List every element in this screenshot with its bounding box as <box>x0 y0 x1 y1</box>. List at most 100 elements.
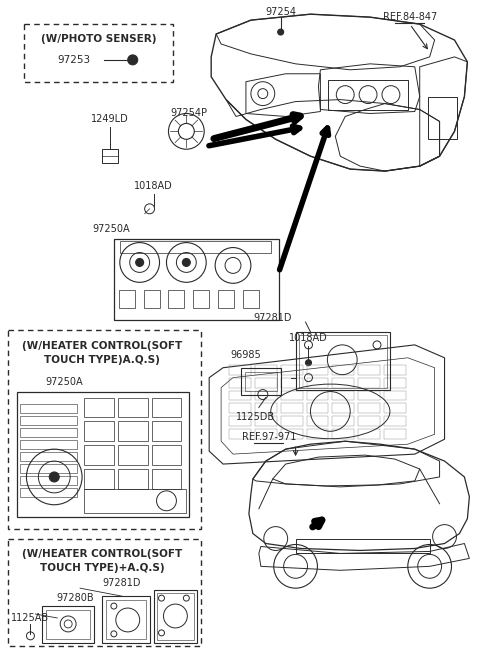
Bar <box>384 378 406 388</box>
Bar <box>229 417 251 426</box>
Bar <box>229 403 251 413</box>
Bar <box>307 429 328 440</box>
Circle shape <box>305 360 312 365</box>
Bar <box>241 367 281 394</box>
Bar <box>384 365 406 375</box>
Bar <box>332 429 354 440</box>
Text: 1125DB: 1125DB <box>236 413 276 422</box>
Text: 97254P: 97254P <box>171 109 208 119</box>
Bar <box>46 610 90 639</box>
Bar <box>152 469 181 489</box>
Text: 97281D: 97281D <box>253 313 292 323</box>
Text: 1125AB: 1125AB <box>12 613 49 623</box>
Text: REF.84-847: REF.84-847 <box>383 12 437 22</box>
Bar <box>281 403 302 413</box>
Bar <box>156 593 194 640</box>
Bar <box>21 405 77 413</box>
Bar <box>84 398 114 417</box>
Bar <box>281 429 302 440</box>
Bar <box>21 476 77 485</box>
Bar <box>152 445 181 465</box>
Bar <box>21 440 77 449</box>
Text: 97280B: 97280B <box>56 593 94 603</box>
Bar <box>307 417 328 426</box>
Bar <box>307 365 328 375</box>
Bar <box>384 429 406 440</box>
Bar <box>21 464 77 473</box>
Circle shape <box>49 472 59 482</box>
Text: 97253: 97253 <box>58 55 91 65</box>
Bar <box>358 429 380 440</box>
Bar <box>255 378 276 388</box>
Bar <box>328 80 408 109</box>
Bar <box>84 469 114 489</box>
Bar <box>332 417 354 426</box>
Bar <box>84 421 114 441</box>
Bar <box>307 390 328 400</box>
Bar <box>168 290 184 308</box>
Bar <box>299 335 387 388</box>
Bar <box>358 390 380 400</box>
Text: (W/HEATER CONTROL(SOFT: (W/HEATER CONTROL(SOFT <box>22 341 182 351</box>
Bar <box>384 417 406 426</box>
Bar <box>358 365 380 375</box>
Circle shape <box>278 29 284 35</box>
Bar <box>21 428 77 438</box>
Bar <box>384 403 406 413</box>
Bar <box>332 390 354 400</box>
Bar <box>102 596 150 643</box>
Bar <box>106 600 145 639</box>
Bar <box>245 371 276 390</box>
Bar <box>243 290 259 308</box>
Bar <box>84 489 186 513</box>
Bar <box>8 330 201 529</box>
Bar <box>24 24 173 82</box>
Circle shape <box>182 259 190 267</box>
Bar <box>255 390 276 400</box>
Bar <box>428 96 457 140</box>
Text: TOUCH TYPE)A.Q.S): TOUCH TYPE)A.Q.S) <box>44 355 160 365</box>
Bar <box>218 290 234 308</box>
Text: (W/PHOTO SENSER): (W/PHOTO SENSER) <box>41 34 156 44</box>
Bar <box>119 290 135 308</box>
Bar <box>281 417 302 426</box>
Bar <box>154 590 197 643</box>
Circle shape <box>128 55 138 65</box>
Bar <box>281 390 302 400</box>
Bar <box>307 403 328 413</box>
Circle shape <box>136 259 144 267</box>
Bar <box>358 417 380 426</box>
Text: 1249LD: 1249LD <box>91 115 129 124</box>
Bar <box>229 390 251 400</box>
Bar <box>102 149 118 163</box>
Bar <box>84 445 114 465</box>
Bar <box>8 538 201 646</box>
Bar <box>42 606 94 643</box>
Bar <box>358 403 380 413</box>
Bar <box>229 429 251 440</box>
Bar <box>332 365 354 375</box>
Bar <box>118 445 148 465</box>
Text: 1018AD: 1018AD <box>134 181 173 191</box>
Bar <box>358 378 380 388</box>
Text: REF.97-971: REF.97-971 <box>241 432 296 442</box>
Text: 97250A: 97250A <box>92 224 130 234</box>
Bar <box>307 378 328 388</box>
Text: 97250A: 97250A <box>46 377 83 386</box>
Bar <box>193 290 209 308</box>
Bar <box>332 403 354 413</box>
Bar <box>118 421 148 441</box>
Bar <box>21 452 77 461</box>
Bar <box>296 538 430 553</box>
Bar <box>114 238 279 320</box>
Bar <box>229 365 251 375</box>
Bar <box>120 240 271 253</box>
Bar <box>255 403 276 413</box>
Bar <box>152 398 181 417</box>
Bar <box>255 417 276 426</box>
Bar <box>255 365 276 375</box>
Bar <box>384 390 406 400</box>
Text: 97254: 97254 <box>265 7 296 17</box>
Text: 1018AD: 1018AD <box>289 333 328 343</box>
Bar <box>296 332 390 390</box>
